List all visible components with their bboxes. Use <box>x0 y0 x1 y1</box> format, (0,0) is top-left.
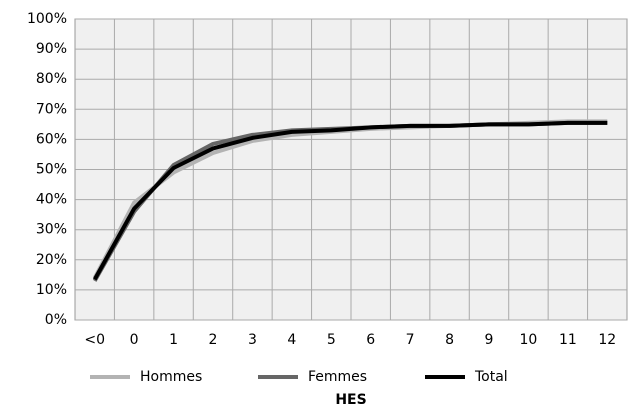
x-tick-label: <0 <box>84 332 105 348</box>
x-tick-label: 10 <box>520 332 538 348</box>
x-tick-label: 4 <box>287 332 296 348</box>
y-tick-label: 100% <box>27 11 67 27</box>
x-tick-label: 3 <box>248 332 257 348</box>
x-tick-label: 0 <box>130 332 139 348</box>
line-series <box>92 120 608 281</box>
y-tick-label: 70% <box>36 101 67 117</box>
x-tick-label: 6 <box>366 332 375 348</box>
x-tick-label: 1 <box>169 332 178 348</box>
legend-label: Hommes <box>140 369 202 385</box>
x-tick-label: 8 <box>445 332 454 348</box>
y-tick-label: 10% <box>36 282 67 298</box>
x-tick-label: 2 <box>209 332 218 348</box>
x-tick-label: 9 <box>485 332 494 348</box>
y-tick-label: 0% <box>45 312 67 328</box>
y-tick-label: 20% <box>36 252 67 268</box>
x-tick-label: 7 <box>406 332 415 348</box>
y-tick-label: 90% <box>36 41 67 57</box>
x-tick-label: 12 <box>598 332 616 348</box>
y-tick-label: 80% <box>36 71 67 87</box>
y-tick-label: 40% <box>36 192 67 208</box>
y-tick-label: 50% <box>36 162 67 178</box>
x-tick-label: 11 <box>559 332 577 348</box>
y-tick-label: 60% <box>36 131 67 147</box>
legend-label: Femmes <box>308 369 367 385</box>
y-tick-label: 30% <box>36 222 67 238</box>
x-tick-label: 5 <box>327 332 336 348</box>
legend-label: Total <box>474 369 508 385</box>
chart-title: HES <box>335 392 366 408</box>
